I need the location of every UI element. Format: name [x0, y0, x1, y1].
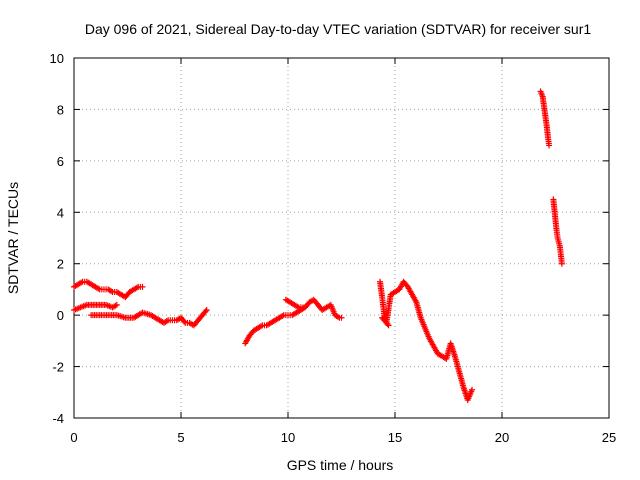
- data-point-arc-a-middle: [113, 301, 120, 308]
- data-point-arc-d-low: [558, 260, 565, 267]
- y-tick-label: 2: [57, 257, 64, 272]
- data-point-arc-a-lower: [203, 307, 210, 313]
- x-tick-label: 15: [388, 430, 402, 445]
- data-point-arc-a-lower: [181, 318, 188, 325]
- data-point-arc-a-lower: [202, 308, 209, 315]
- data-point-arc-a-upper: [139, 283, 146, 290]
- y-tick-label: -2: [52, 360, 64, 375]
- data-point-arc-c: [469, 386, 476, 393]
- y-tick-label: 8: [57, 102, 64, 117]
- x-tick-label: 0: [70, 430, 77, 445]
- x-tick-label: 10: [281, 430, 295, 445]
- plot-frame: [73, 57, 610, 419]
- x-tick-label: 5: [177, 430, 184, 445]
- y-tick-label: -4: [52, 411, 64, 426]
- y-tick-label: 10: [50, 51, 64, 66]
- y-tick-label: 6: [57, 154, 64, 169]
- data-marks: [71, 88, 565, 403]
- chart-title: Day 096 of 2021, Sidereal Day-to-day VTE…: [85, 21, 591, 37]
- y-axis-label: SDTVAR / TECUs: [5, 182, 21, 294]
- axis-ticks: 0 5 10 15 20 25 -4 -2 0 2 4 6 8 10: [50, 51, 617, 445]
- x-axis-label: GPS time / hours: [287, 457, 394, 473]
- data-point-arc-b-bump: [299, 304, 306, 311]
- data-point-arc-c-dip: [384, 321, 391, 328]
- y-tick-label: 4: [57, 205, 64, 220]
- grid: [74, 58, 609, 418]
- data-point-arc-b: [338, 314, 345, 321]
- x-tick-label: 20: [495, 430, 509, 445]
- data-point-arc-c-dip: [385, 322, 392, 329]
- data-point-arc-d-high: [546, 142, 553, 149]
- y-tick-label: 0: [57, 308, 64, 323]
- x-tick-label: 25: [602, 430, 616, 445]
